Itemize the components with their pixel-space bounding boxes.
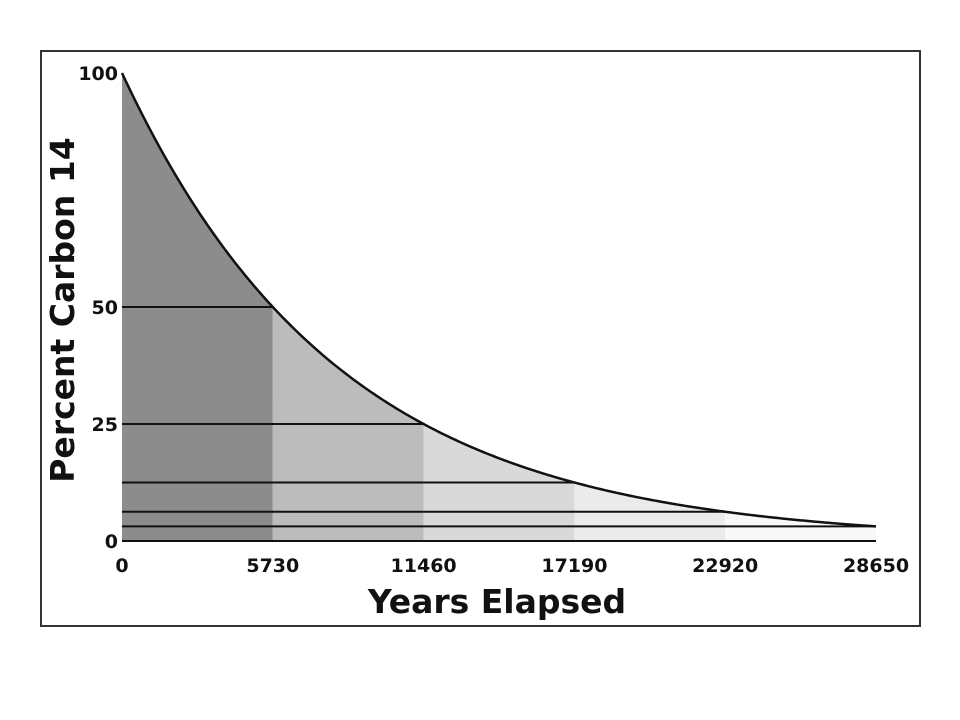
- x-tick-label: 5730: [246, 555, 299, 577]
- x-tick-label: 17190: [541, 555, 607, 577]
- half-life-lines: [122, 306, 876, 528]
- x-tick-label: 0: [115, 555, 128, 577]
- y-tick-labels: 0 25 50 100: [78, 63, 118, 553]
- y-axis-title: Percent Carbon 14: [43, 137, 82, 483]
- x-axis-title: Years Elapsed: [367, 582, 626, 621]
- x-tick-label: 28650: [843, 555, 909, 577]
- y-tick-label: 25: [92, 414, 118, 436]
- y-tick-label: 0: [105, 531, 118, 553]
- x-tick-labels: 0 5730 11460 17190 22920 28650: [115, 555, 909, 577]
- x-tick-label: 11460: [391, 555, 457, 577]
- decay-curve: [120, 72, 877, 528]
- y-tick-label: 50: [92, 297, 118, 319]
- y-tick-label: 100: [78, 63, 118, 85]
- x-tick-label: 22920: [692, 555, 758, 577]
